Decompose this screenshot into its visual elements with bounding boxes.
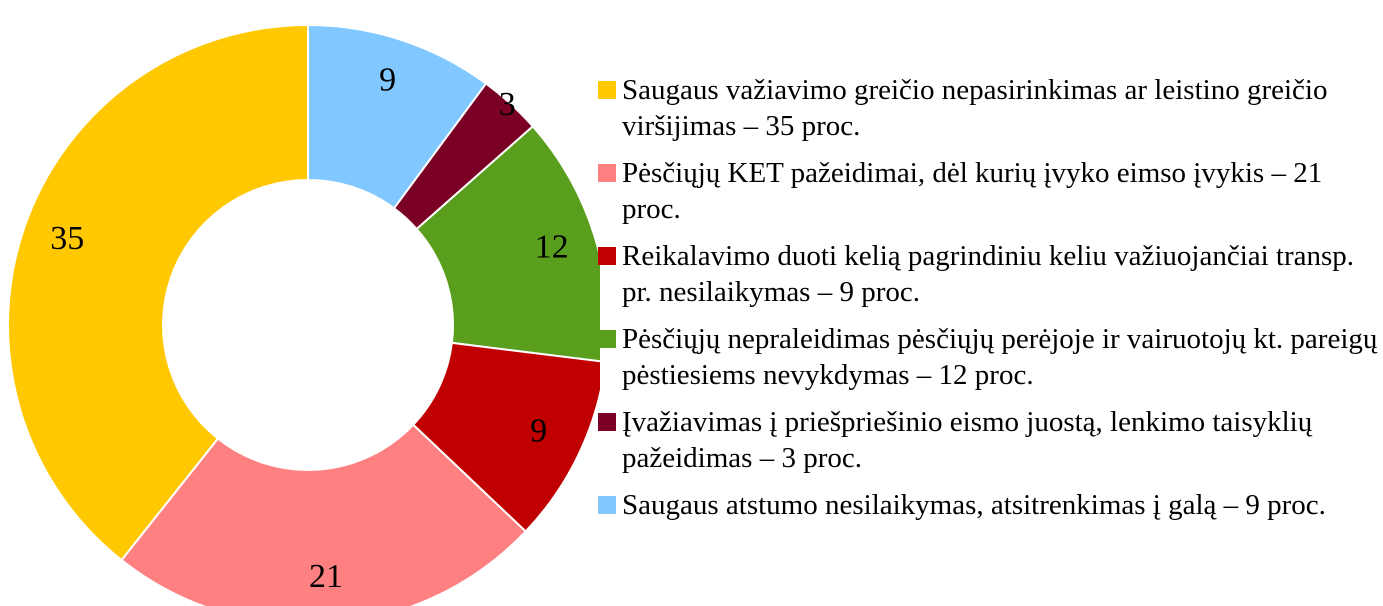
- legend-swatch: [598, 247, 616, 265]
- legend-label: Saugaus atstumo nesilaikymas, atsitrenki…: [622, 489, 1326, 521]
- legend-label: Įvažiavimas į priešpriešinio eismo juost…: [622, 406, 1313, 474]
- legend-item: Pėsčiųjų KET pažeidimai, dėl kurių įvyko…: [598, 155, 1378, 227]
- legend-swatch: [598, 330, 616, 348]
- chart: 9 3 12 9 21 35: [7, 23, 600, 606]
- legend-swatch: [598, 81, 616, 99]
- legend-item: Saugaus atstumo nesilaikymas, atsitrenki…: [598, 487, 1378, 523]
- data-label: 21: [309, 558, 343, 595]
- donut-slice: [415, 124, 600, 363]
- donut-slice: [120, 423, 528, 606]
- legend-label: Pėsčiųjų nepraleidimas pėsčiųjų perėjoje…: [622, 323, 1378, 391]
- data-label: 9: [379, 62, 396, 99]
- data-label: 3: [499, 86, 516, 123]
- legend-swatch: [598, 496, 616, 514]
- legend-item: Saugaus važiavimo greičio nepasirinkimas…: [598, 72, 1378, 144]
- legend-swatch: [598, 413, 616, 431]
- legend-label: Pėsčiųjų KET pažeidimai, dėl kurių įvyko…: [622, 157, 1323, 225]
- data-label: 12: [535, 228, 569, 265]
- legend-item: Reikalavimo duoti kelią pagrindiniu keli…: [598, 238, 1378, 310]
- legend-label: Reikalavimo duoti kelią pagrindiniu keli…: [622, 240, 1355, 308]
- data-label: 9: [530, 413, 547, 450]
- data-label: 35: [50, 220, 84, 257]
- legend-item: Pėsčiųjų nepraleidimas pėsčiųjų perėjoje…: [598, 321, 1378, 393]
- donut-slice: [7, 23, 309, 562]
- legend: Saugaus važiavimo greičio nepasirinkimas…: [598, 72, 1378, 523]
- legend-item: Įvažiavimas į priešpriešinio eismo juost…: [598, 404, 1378, 476]
- legend-swatch: [598, 164, 616, 182]
- legend-label: Saugaus važiavimo greičio nepasirinkimas…: [622, 74, 1328, 142]
